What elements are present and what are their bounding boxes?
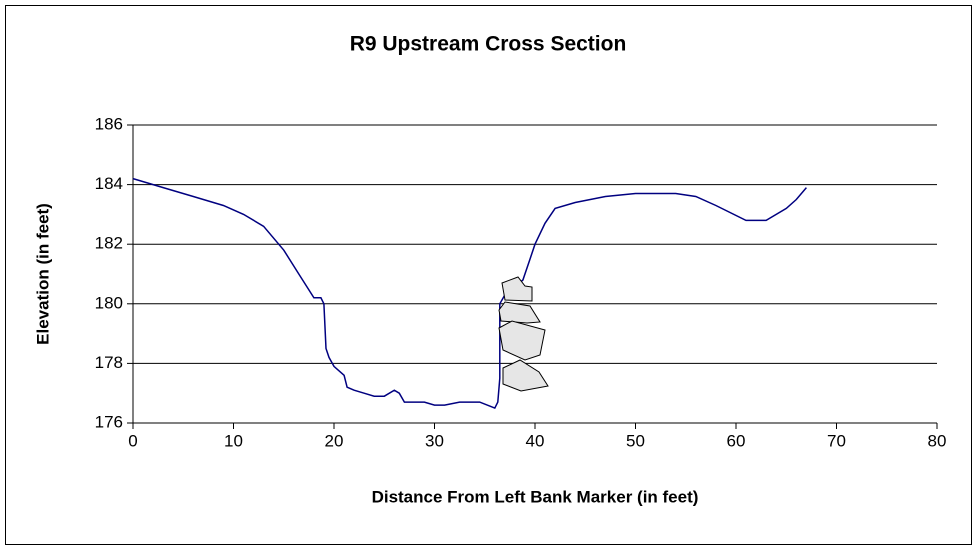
- rocks: [498, 276, 549, 392]
- rock: [501, 276, 533, 302]
- y-tick-label: 180: [95, 293, 123, 312]
- y-tick-label: 182: [95, 234, 123, 253]
- y-tick-label: 176: [95, 412, 123, 431]
- x-tick-label: 10: [224, 431, 243, 450]
- x-tick-label: 30: [425, 431, 444, 450]
- rock: [502, 359, 549, 392]
- data-line: [132, 177, 807, 410]
- x-tick-label: 70: [827, 431, 846, 450]
- y-tick-label: 184: [95, 174, 123, 193]
- x-tick-label: 50: [626, 431, 645, 450]
- rock: [498, 320, 546, 361]
- y-tick-label: 178: [95, 353, 123, 372]
- plot-area: 176 178 180 182 184 186 0 10 20 30 40 50 60 70 80: [95, 114, 947, 450]
- x-tick-label: 40: [526, 431, 545, 450]
- y-tick-label: 186: [95, 114, 123, 133]
- x-tick-label: 80: [928, 431, 947, 450]
- rock: [498, 301, 541, 324]
- chart-title: R9 Upstream Cross Section: [350, 33, 627, 56]
- chart-frame: [5, 5, 972, 545]
- x-tick-label: 0: [128, 431, 137, 450]
- x-tick-label: 20: [325, 431, 344, 450]
- x-tick-label: 60: [727, 431, 746, 450]
- x-axis-title: Distance From Left Bank Marker (in feet): [372, 487, 699, 506]
- y-axis-title: Elevation (in feet): [33, 203, 52, 345]
